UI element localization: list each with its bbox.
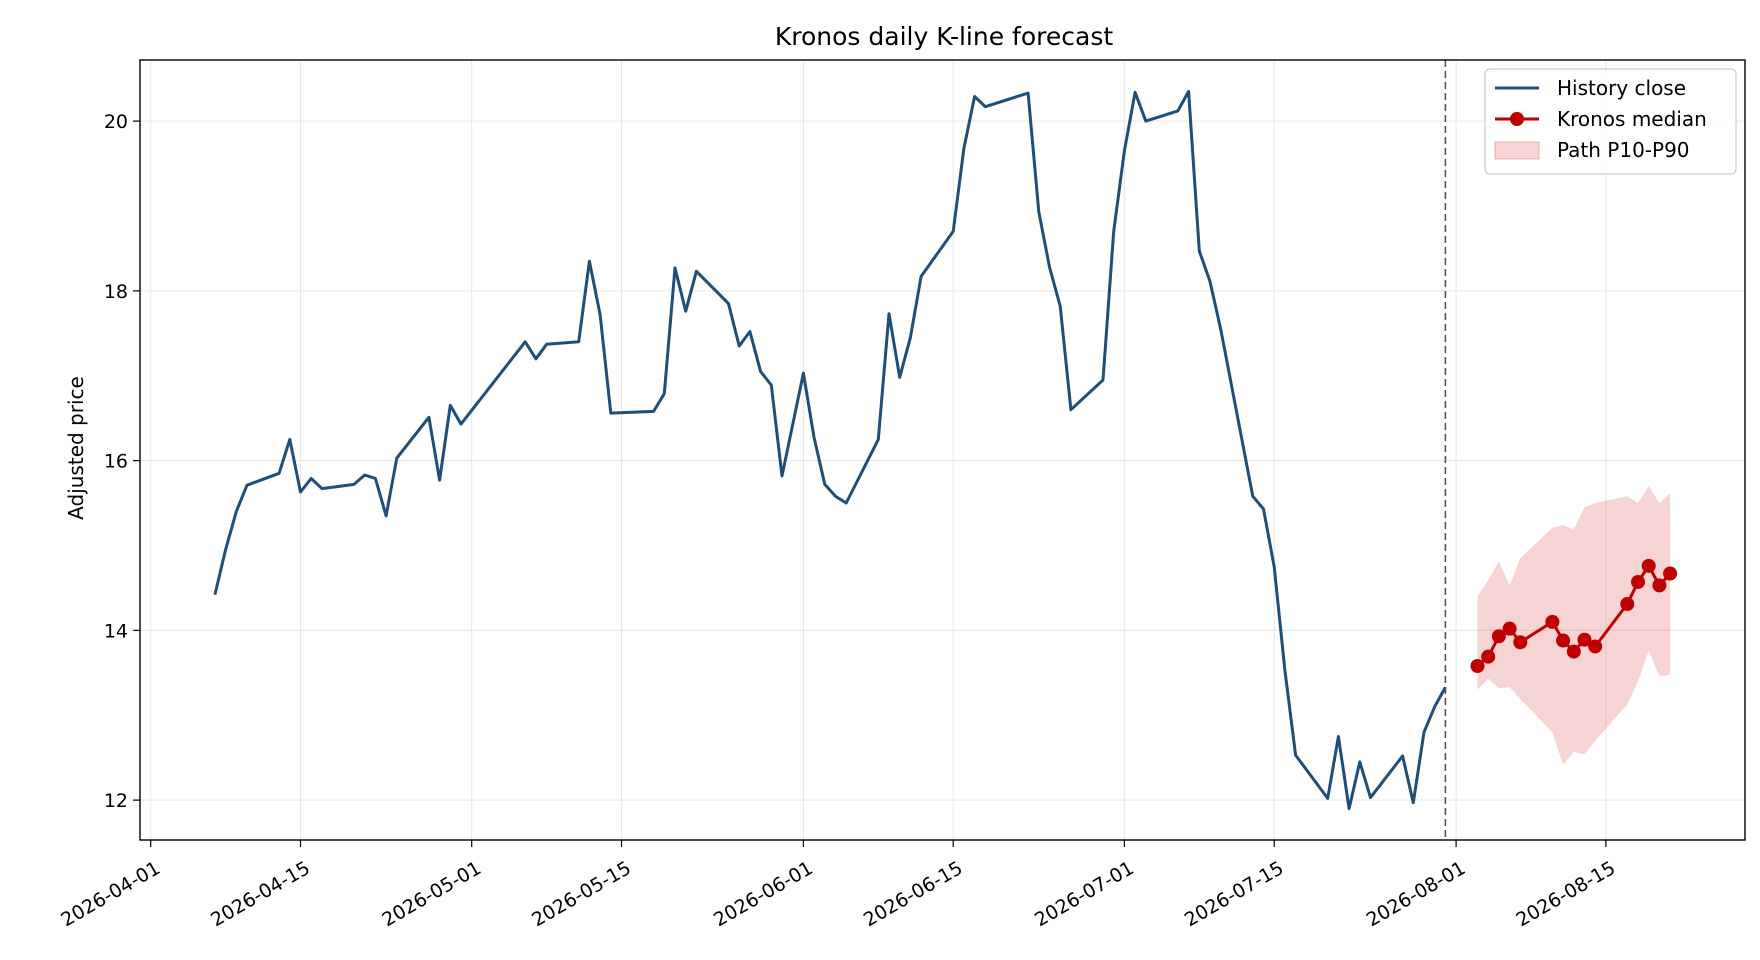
median-point (1588, 639, 1603, 654)
y-axis-ticks: 12 14 16 18 20 (104, 111, 140, 812)
median-point (1663, 566, 1678, 581)
median-point (1545, 614, 1560, 629)
grid-lines (140, 60, 1745, 840)
median-point (1652, 578, 1667, 593)
median-point (1513, 635, 1528, 650)
y-tick-label: 14 (104, 620, 128, 642)
y-tick-label: 20 (104, 111, 128, 133)
median-point (1566, 644, 1581, 659)
y-axis-label: Adjusted price (64, 376, 88, 520)
p10-p90-band-layer (1477, 486, 1671, 765)
median-point (1481, 649, 1496, 664)
median-point (1631, 574, 1645, 589)
series-layer (213, 89, 1678, 811)
legend-swatch-marker (1510, 112, 1524, 126)
median-point (1620, 597, 1635, 612)
median-point (1491, 629, 1506, 644)
median-point (1577, 632, 1592, 647)
legend: History close Kronos median Path P10-P90 (1484, 68, 1737, 175)
plot-frame (139, 59, 1746, 841)
median-point (1502, 621, 1517, 636)
history-line (213, 89, 1447, 811)
legend-swatch-band (1494, 141, 1540, 160)
median-point (1556, 633, 1571, 648)
y-tick-label: 12 (104, 790, 128, 812)
y-tick-label: 18 (104, 281, 128, 303)
legend-box (1484, 68, 1737, 175)
chart-title: Kronos daily K-line forecast (775, 22, 1114, 51)
legend-label: History close (1557, 76, 1686, 100)
legend-label: Kronos median (1557, 107, 1707, 131)
median-point (1470, 659, 1485, 674)
legend-label: Path P10-P90 (1557, 138, 1690, 162)
p10-p90-band (1477, 486, 1671, 765)
y-tick-label: 16 (104, 451, 128, 473)
median-point (1641, 558, 1656, 573)
